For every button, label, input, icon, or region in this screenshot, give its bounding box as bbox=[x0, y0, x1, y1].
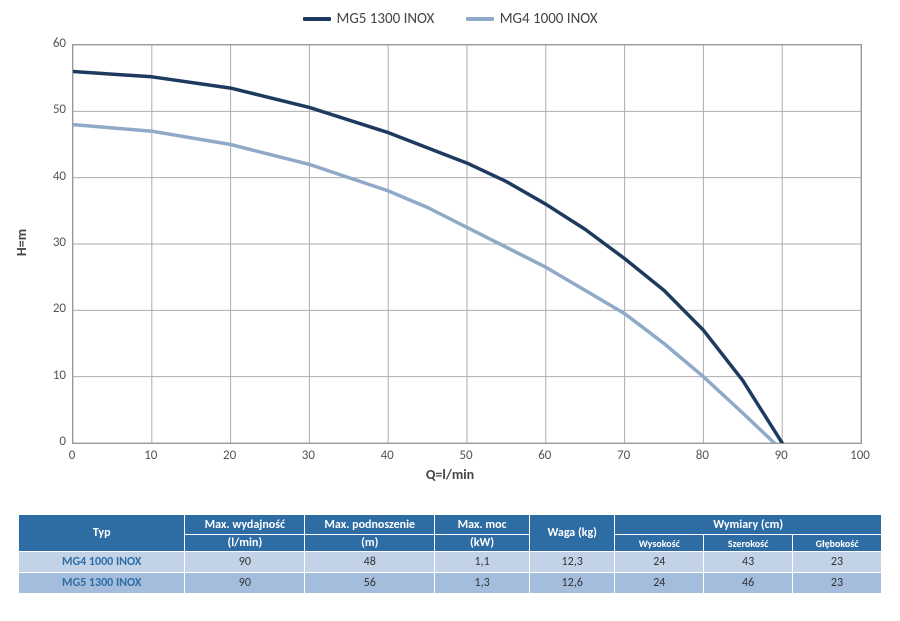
y-tick-label: 30 bbox=[26, 235, 66, 250]
x-tick-label: 100 bbox=[845, 448, 875, 463]
x-tick-label: 50 bbox=[451, 448, 481, 463]
cell-moc: 1,3 bbox=[435, 573, 530, 594]
y-tick-label: 20 bbox=[26, 301, 66, 316]
cell-moc: 1,1 bbox=[435, 552, 530, 573]
x-tick-label: 70 bbox=[609, 448, 639, 463]
legend-item-0: MG5 1300 INOX bbox=[303, 10, 435, 28]
cell-wys: 24 bbox=[615, 573, 704, 594]
y-tick-label: 60 bbox=[26, 36, 66, 51]
th-szer: Szerokość bbox=[704, 535, 793, 552]
th-moc-unit: (kW) bbox=[435, 535, 530, 552]
y-tick-label: 50 bbox=[26, 102, 66, 117]
x-tick-label: 80 bbox=[687, 448, 717, 463]
x-tick-label: 40 bbox=[372, 448, 402, 463]
spec-table: Typ Max. wydajność Max. podnoszenie Max.… bbox=[18, 514, 882, 594]
th-pod-top: Max. podnoszenie bbox=[305, 515, 435, 535]
cell-pod: 56 bbox=[305, 573, 435, 594]
cell-waga: 12,6 bbox=[529, 573, 614, 594]
x-axis-title: Q=l/min bbox=[18, 466, 882, 483]
th-wyd-top: Max. wydajność bbox=[185, 515, 305, 535]
chart-container: H=m 0102030405060 0102030405060708090100… bbox=[18, 34, 882, 484]
th-moc-top: Max. moc bbox=[435, 515, 530, 535]
cell-wys: 24 bbox=[615, 552, 704, 573]
th-pod-unit: (m) bbox=[305, 535, 435, 552]
cell-waga: 12,3 bbox=[529, 552, 614, 573]
cell-szer: 43 bbox=[704, 552, 793, 573]
th-gleb: Głębokość bbox=[793, 535, 882, 552]
legend-label-0: MG5 1300 INOX bbox=[337, 10, 435, 28]
chart-legend: MG5 1300 INOX MG4 1000 INOX bbox=[18, 6, 882, 34]
legend-item-1: MG4 1000 INOX bbox=[466, 10, 598, 28]
th-typ: Typ bbox=[19, 515, 185, 552]
legend-swatch-0 bbox=[303, 17, 331, 21]
legend-label-1: MG4 1000 INOX bbox=[500, 10, 598, 28]
x-tick-label: 0 bbox=[57, 448, 87, 463]
x-tick-label: 20 bbox=[215, 448, 245, 463]
x-tick-label: 30 bbox=[293, 448, 323, 463]
cell-szer: 46 bbox=[704, 573, 793, 594]
x-tick-label: 90 bbox=[766, 448, 796, 463]
cell-wyd: 90 bbox=[185, 573, 305, 594]
plot-svg bbox=[73, 45, 861, 443]
legend-swatch-1 bbox=[466, 17, 494, 21]
table-row: MG5 1300 INOX 90 56 1,3 12,6 24 46 23 bbox=[19, 573, 882, 594]
cell-typ: MG5 1300 INOX bbox=[19, 573, 185, 594]
th-wym: Wymiary (cm) bbox=[615, 515, 882, 535]
x-tick-label: 10 bbox=[136, 448, 166, 463]
cell-gleb: 23 bbox=[793, 552, 882, 573]
cell-pod: 48 bbox=[305, 552, 435, 573]
th-wys: Wysokość bbox=[615, 535, 704, 552]
table-row: MG4 1000 INOX 90 48 1,1 12,3 24 43 23 bbox=[19, 552, 882, 573]
page-root: MG5 1300 INOX MG4 1000 INOX H=m 01020304… bbox=[0, 0, 900, 621]
y-tick-label: 0 bbox=[26, 434, 66, 449]
plot-area bbox=[72, 44, 862, 444]
cell-typ: MG4 1000 INOX bbox=[19, 552, 185, 573]
th-waga: Waga (kg) bbox=[529, 515, 614, 552]
cell-gleb: 23 bbox=[793, 573, 882, 594]
cell-wyd: 90 bbox=[185, 552, 305, 573]
x-tick-label: 60 bbox=[530, 448, 560, 463]
th-wyd-unit: (l/min) bbox=[185, 535, 305, 552]
y-tick-label: 40 bbox=[26, 169, 66, 184]
y-tick-label: 10 bbox=[26, 368, 66, 383]
